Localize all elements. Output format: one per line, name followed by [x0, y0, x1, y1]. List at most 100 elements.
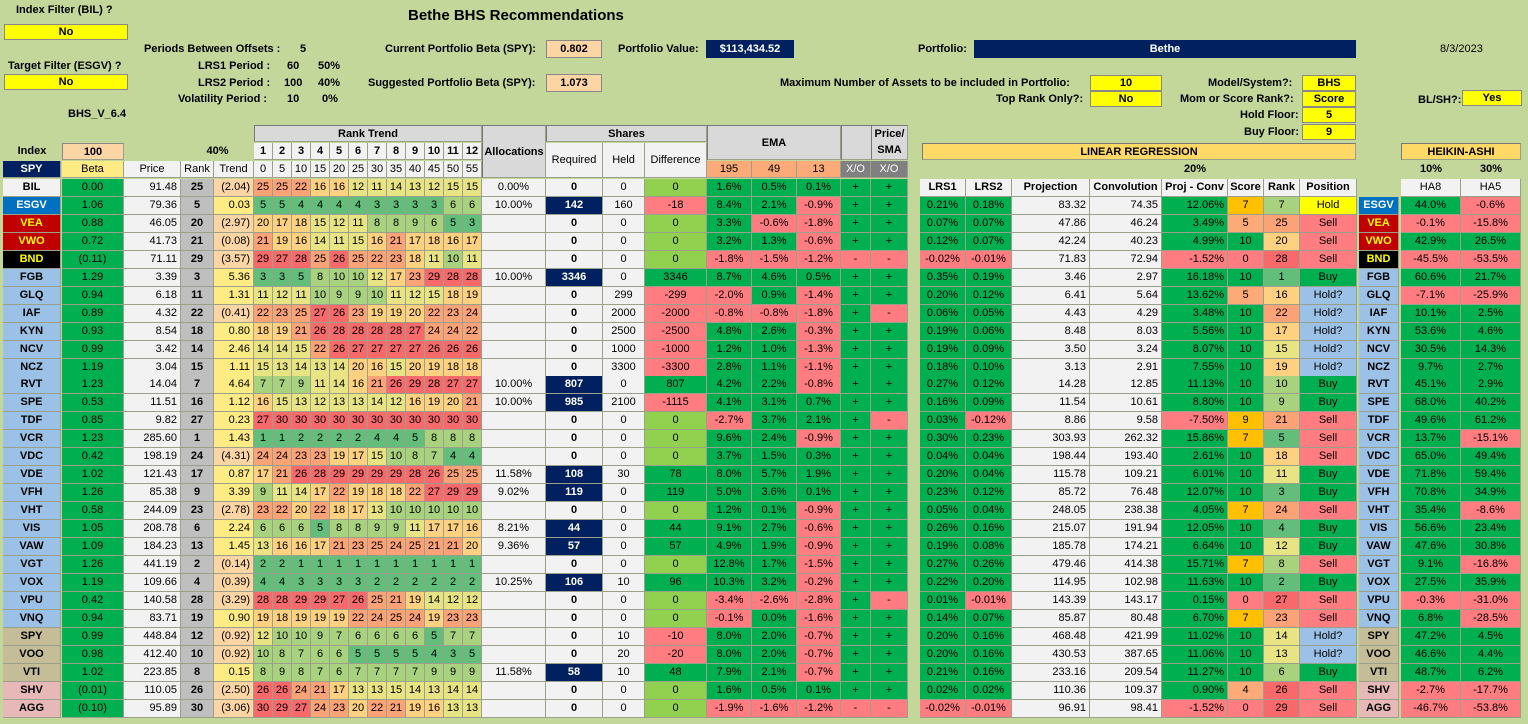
row-ncv-ticker: NCV — [3, 341, 61, 359]
row-bnd-lrs1: -0.02% — [920, 251, 966, 269]
row-vdc-proj-conv: 2.61% — [1162, 448, 1228, 466]
target-filter-value[interactable]: No — [4, 74, 128, 90]
row-vde-rank-trend-6: 29 — [349, 466, 368, 484]
xo-header-2: X/O — [871, 161, 908, 178]
row-spe-ema-195: 4.1% — [707, 394, 752, 412]
row-vdc-score: 10 — [1228, 448, 1264, 466]
row-vde-xo-2: + — [871, 466, 908, 484]
row-vfh-held: 0 — [603, 484, 645, 502]
row-kyn-xo-2: + — [871, 323, 908, 341]
row-agg-rank-trend-9: 19 — [406, 700, 425, 718]
row-vti-xo-2: + — [871, 664, 908, 682]
row-vox-rank-trend-10: 2 — [425, 574, 444, 592]
row-vht-ticker: VHT — [3, 502, 61, 520]
row-vfh-proj-conv: 12.07% — [1162, 484, 1228, 502]
row-rvt-convolution: 12.85 — [1090, 376, 1162, 394]
row-agg-ticker: AGG — [3, 700, 61, 718]
row-fgb-rank-trend-2: 3 — [273, 269, 292, 287]
row-vht-beta: 0.58 — [62, 502, 124, 520]
row-vwo-rank-trend-5: 11 — [330, 233, 349, 251]
row-fgb-difference: 3346 — [645, 269, 707, 287]
row-vaw-rank-trend-8: 24 — [387, 538, 406, 556]
mom-value[interactable]: Score — [1302, 91, 1356, 107]
row-vnq-required: 0 — [546, 610, 603, 628]
row-tdf-rank-trend-5: 30 — [330, 412, 349, 430]
row-rvt-ema-49: 2.2% — [752, 376, 797, 394]
hold-floor-value[interactable]: 5 — [1302, 107, 1356, 123]
row-vgt-ema-195: 12.8% — [707, 556, 752, 574]
row-vde-rank-trend-7: 29 — [368, 466, 387, 484]
row-vis-required: 44 — [546, 520, 603, 538]
row-vox-convolution: 102.98 — [1090, 574, 1162, 592]
row-vis-lrs2: 0.16% — [966, 520, 1012, 538]
row-vgt-ema-49: 1.7% — [752, 556, 797, 574]
row-vdc-beta: 0.42 — [62, 448, 124, 466]
row-vdc-ema-195: 3.7% — [707, 448, 752, 466]
row-spe-price: 11.51 — [124, 394, 181, 412]
row-vcr-ema-13: -0.9% — [797, 430, 841, 448]
row-glq-ha5: -25.9% — [1461, 287, 1521, 305]
row-vox-rank-trend-7: 2 — [368, 574, 387, 592]
row-spe-rank-trend-4: 12 — [311, 394, 330, 412]
buy-floor-value[interactable]: 9 — [1302, 124, 1356, 140]
row-vdc-held: 0 — [603, 448, 645, 466]
row-kyn-rank2: 17 — [1264, 323, 1300, 341]
row-kyn-position: Hold? — [1300, 323, 1357, 341]
row-vaw-ticker-2: VAW — [1359, 538, 1399, 556]
row-rvt-rank-trend-12: 27 — [463, 376, 482, 394]
row-ncv-lrs2: 0.09% — [966, 341, 1012, 359]
max-assets-value[interactable]: 10 — [1090, 75, 1162, 91]
allocations-header: Allocations — [482, 125, 546, 178]
row-vdc-rank: 24 — [181, 448, 214, 466]
row-vdc-required: 0 — [546, 448, 603, 466]
row-fgb-ema-195: 8.7% — [707, 269, 752, 287]
blsh-value[interactable]: Yes — [1462, 90, 1522, 106]
row-vgt-rank-trend-1: 2 — [254, 556, 273, 574]
row-ncz-price: 3.04 — [124, 359, 181, 377]
row-vde-ema-49: 5.7% — [752, 466, 797, 484]
row-voo-rank2: 13 — [1264, 646, 1300, 664]
row-vaw-score: 10 — [1228, 538, 1264, 556]
row-glq-rank-trend-10: 15 — [425, 287, 444, 305]
row-iaf-position: Hold? — [1300, 305, 1357, 323]
row-esgv-rank-trend-12: 6 — [463, 197, 482, 215]
row-vfh-rank-trend-8: 18 — [387, 484, 406, 502]
row-tdf-price: 9.82 — [124, 412, 181, 430]
row-shv-rank-trend-8: 15 — [387, 682, 406, 700]
model-value[interactable]: BHS — [1302, 75, 1356, 91]
rank-trend-col-5: 5 — [330, 143, 349, 160]
row-vcr-ema-49: 2.4% — [752, 430, 797, 448]
row-vgt-price: 441.19 — [124, 556, 181, 574]
row-vea-rank-trend-7: 8 — [368, 215, 387, 233]
top-rank-value[interactable]: No — [1090, 91, 1162, 107]
row-ncv-rank-trend-9: 27 — [406, 341, 425, 359]
row-iaf-difference: -2000 — [645, 305, 707, 323]
row-spy-rank-trend-7: 6 — [368, 628, 387, 646]
row-voo-price: 412.40 — [124, 646, 181, 664]
row-vcr-ticker-2: VCR — [1359, 430, 1399, 448]
row-esgv-ema-195: 8.4% — [707, 197, 752, 215]
row-ncz-rank-trend-6: 20 — [349, 359, 368, 377]
row-spy-trend: (0.92) — [214, 628, 254, 646]
row-vht-required: 0 — [546, 502, 603, 520]
row-vde-rank-trend-5: 29 — [330, 466, 349, 484]
row-agg-ha8: -46.7% — [1401, 700, 1461, 718]
row-vea-xo-1: + — [841, 215, 871, 233]
row-vnq-score: 7 — [1228, 610, 1264, 628]
row-vea-ha8: -0.1% — [1401, 215, 1461, 233]
row-vcr-rank-trend-3: 2 — [292, 430, 311, 448]
row-glq-xo-2: + — [871, 287, 908, 305]
row-vti-position: Buy — [1300, 664, 1357, 682]
row-vht-trend: (2.78) — [214, 502, 254, 520]
row-bil-rank-trend-5: 16 — [330, 179, 349, 197]
rank-trend-offset-7: 30 — [368, 161, 387, 178]
row-vaw-lrs1: 0.19% — [920, 538, 966, 556]
rank-trend-col-3: 3 — [292, 143, 311, 160]
row-vfh-rank: 9 — [181, 484, 214, 502]
row-vcr-convolution: 262.32 — [1090, 430, 1162, 448]
row-vfh-required: 119 — [546, 484, 603, 502]
row-ncv-required: 0 — [546, 341, 603, 359]
row-vis-score: 10 — [1228, 520, 1264, 538]
index-filter-value[interactable]: No — [4, 24, 128, 40]
blsh-label: BL/SH?: — [1418, 94, 1462, 106]
